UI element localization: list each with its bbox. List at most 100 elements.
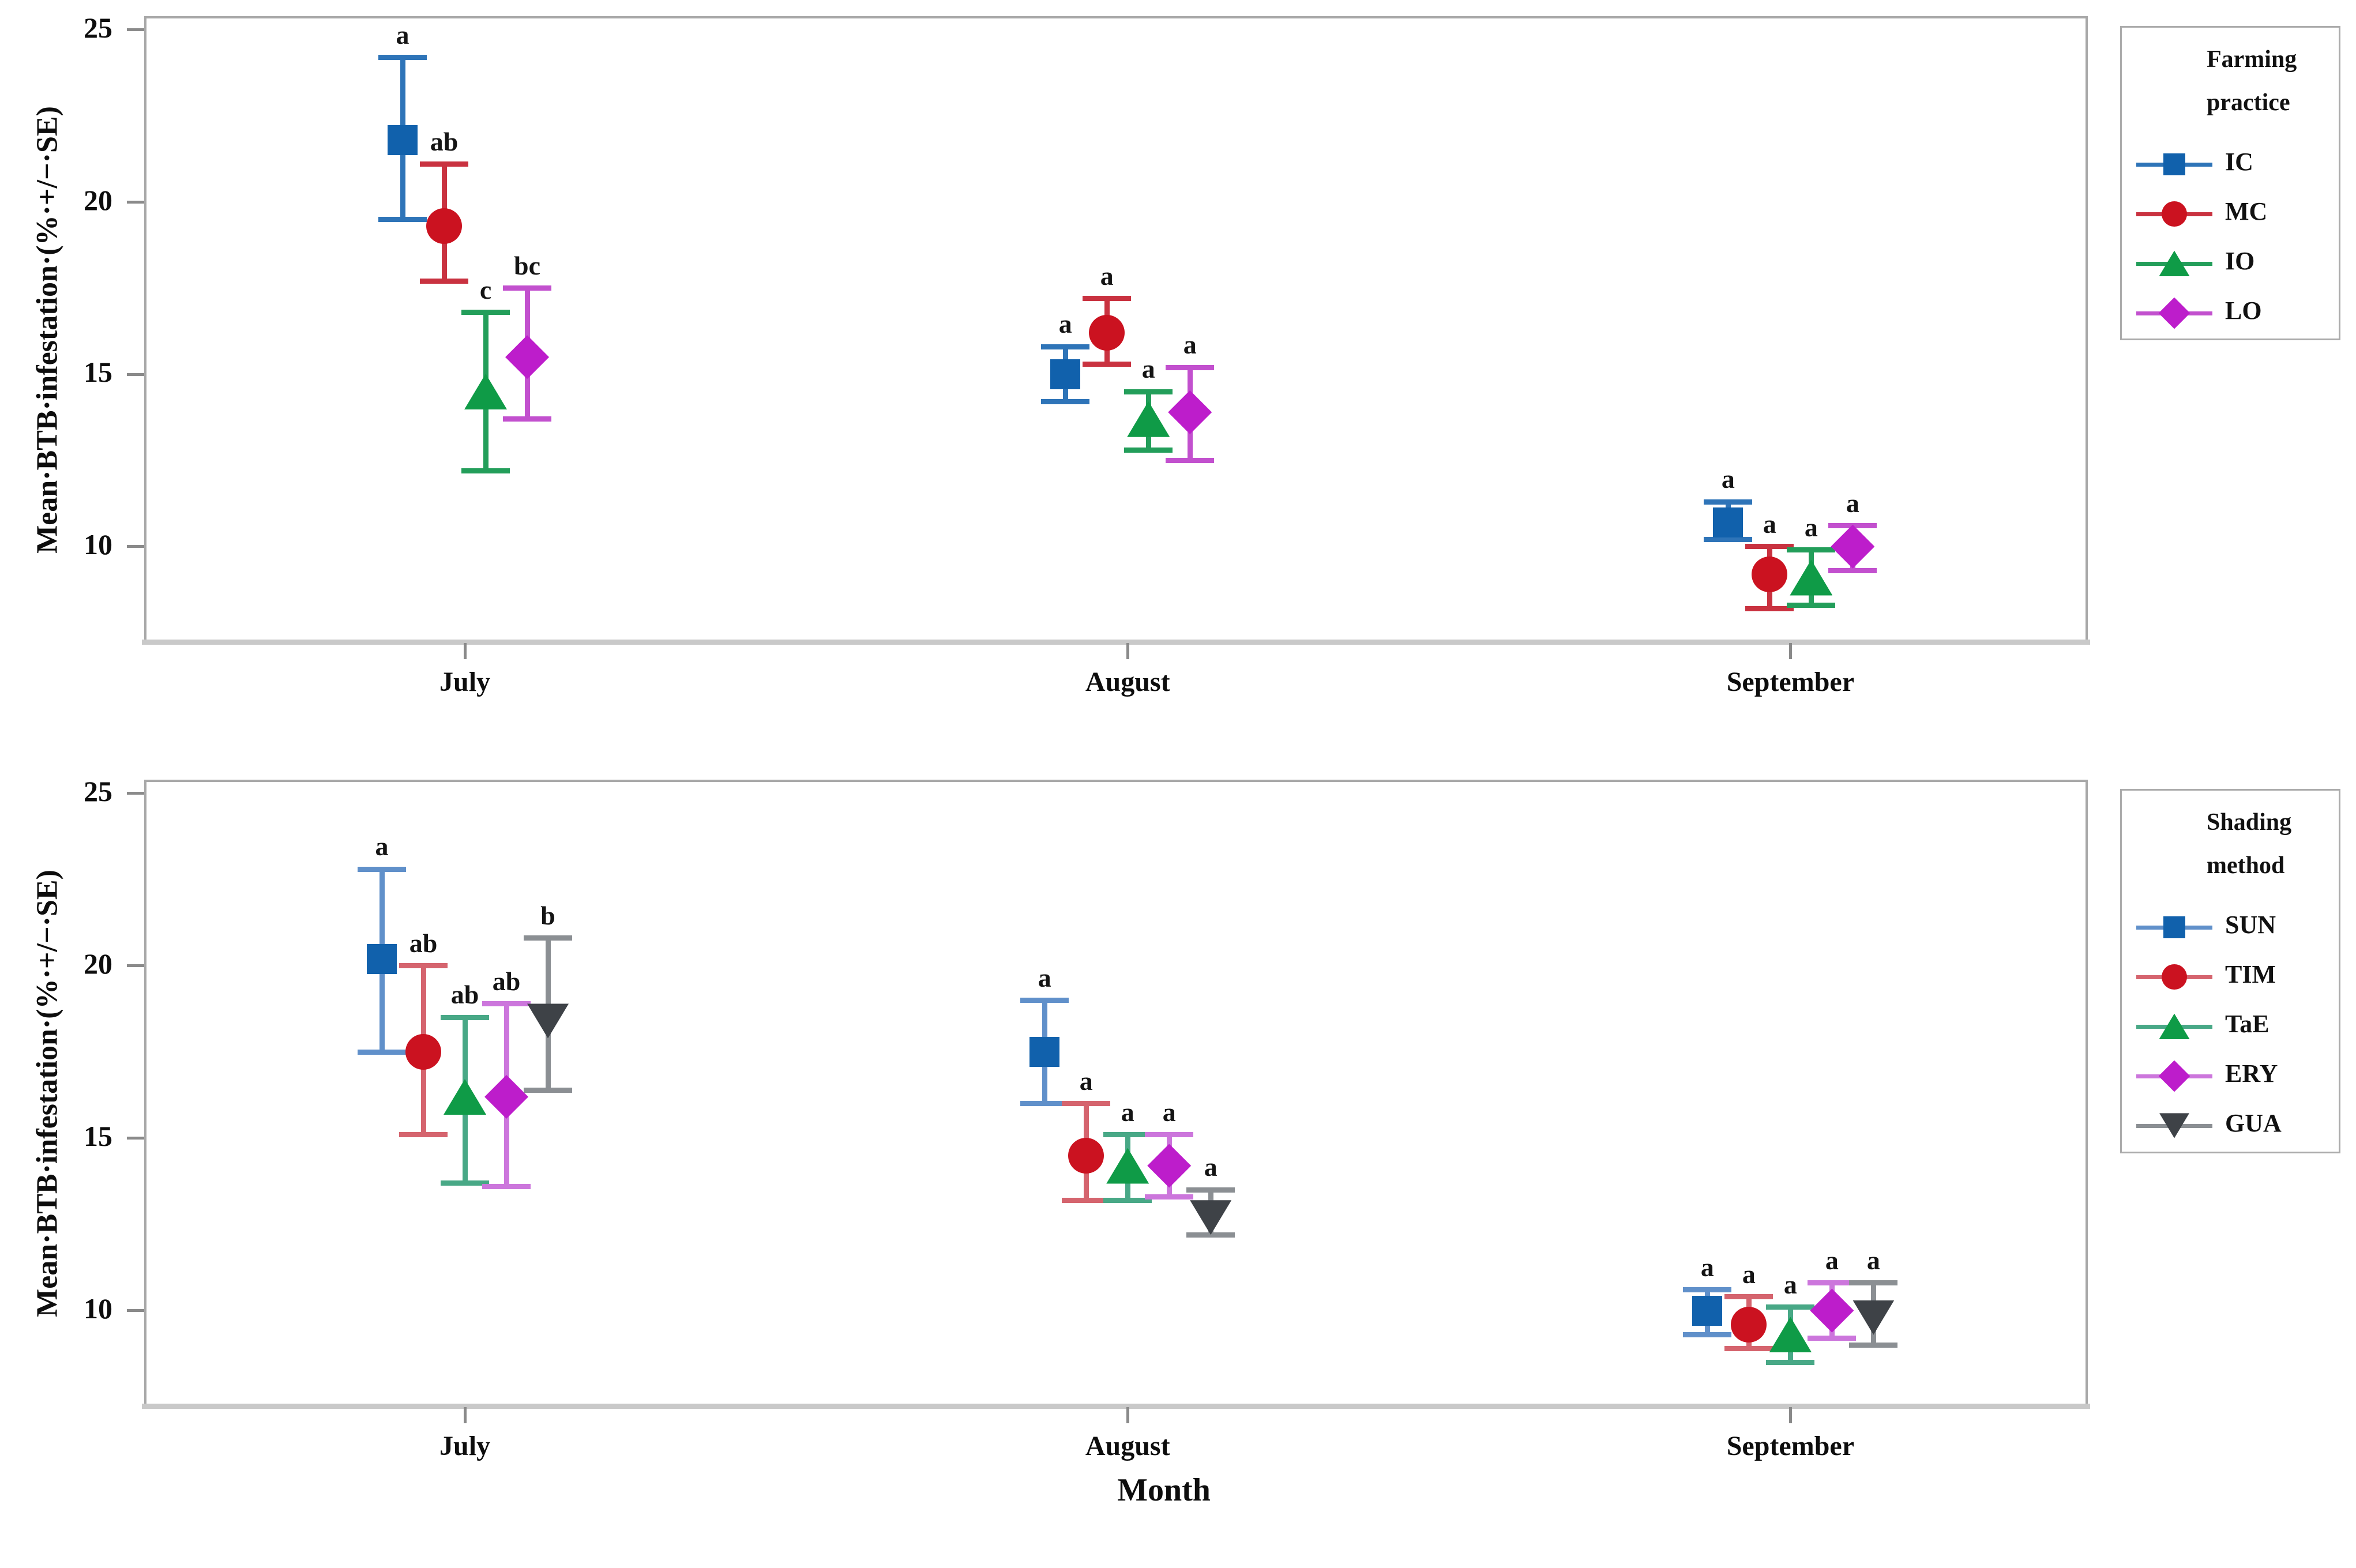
error-bar-cap-bottom (1041, 399, 1090, 405)
y-tick-label: 25 (84, 774, 112, 807)
x-tick (1126, 1407, 1129, 1423)
significance-letter: a (396, 20, 409, 50)
significance-letter: a (375, 832, 389, 862)
y-tick-label: 25 (84, 11, 112, 44)
significance-letter: a (1763, 509, 1776, 539)
error-bar-cap-top (358, 866, 407, 872)
legend-label-IC: IC (2225, 148, 2253, 176)
error-bar-cap-top (1103, 1132, 1152, 1138)
legend-title-line: practice (2207, 89, 2290, 116)
error-bar-cap-top (1062, 1101, 1111, 1107)
error-bar-cap-top (441, 1014, 490, 1020)
error-bar-cap-bottom (1020, 1101, 1069, 1107)
error-bar-cap-bottom (420, 279, 469, 284)
error-bar-cap-bottom (1787, 602, 1836, 608)
marker-circle-MC (1089, 315, 1125, 351)
marker-circle-TIM (405, 1034, 442, 1070)
y-axis-title: Mean·BTB·infestation·(%·+/−·SE) (31, 106, 64, 554)
significance-letter: a (1804, 512, 1818, 542)
y-tick (127, 964, 144, 968)
error-bar-cap-bottom (1808, 1335, 1857, 1341)
significance-letter: ab (430, 126, 459, 156)
significance-letter: a (1141, 354, 1155, 383)
x-tick-label: August (1085, 1431, 1170, 1461)
y-axis-title: Mean·BTB·infestation·(%·+/−·SE) (31, 870, 64, 1317)
x-tick (1788, 1407, 1792, 1423)
error-bar-cap-bottom (1145, 1194, 1194, 1199)
significance-letter: a (1742, 1259, 1756, 1289)
error-bar-cap-top (1083, 296, 1132, 302)
legend-label-ERY: ERY (2225, 1059, 2278, 1088)
y-tick (127, 373, 144, 376)
marker-square-IC (1713, 507, 1743, 537)
marker-square-IC (388, 125, 418, 155)
marker-circle-TIM (1068, 1137, 1104, 1174)
error-bar-cap-top (1766, 1304, 1815, 1310)
marker-circle-MC (426, 208, 463, 245)
significance-letter: b (540, 900, 555, 930)
legend-box-shading-method (2120, 789, 2340, 1153)
error-bar-cap-bottom (482, 1183, 531, 1189)
error-bar-cap-bottom (441, 1180, 490, 1186)
x-tick (1788, 643, 1792, 659)
y-tick-label: 15 (84, 1119, 112, 1152)
error-bar-cap-bottom (399, 1132, 448, 1138)
significance-letter: c (479, 275, 492, 304)
significance-letter: a (1721, 464, 1735, 494)
legend-marker-SUN (2163, 916, 2185, 938)
significance-letter: ab (492, 966, 521, 996)
significance-letter: a (1866, 1245, 1880, 1275)
error-bar-cap-top (1745, 544, 1794, 550)
x-axis-line (142, 1404, 2090, 1409)
marker-circle-TIM (1731, 1306, 1767, 1343)
significance-letter: a (1825, 1245, 1839, 1275)
error-bar-cap-top (1787, 547, 1836, 553)
error-bar-cap-top (399, 963, 448, 969)
legend-marker-IC (2163, 153, 2185, 175)
error-bar-cap-bottom (1062, 1197, 1111, 1203)
marker-square-SUN (1029, 1037, 1060, 1067)
legend-label-LO: LO (2225, 296, 2262, 325)
error-bar-cap-bottom (378, 216, 427, 222)
legend-marker-MC (2161, 201, 2188, 227)
error-bar-cap-bottom (1724, 1345, 1773, 1351)
significance-letter: ab (409, 928, 438, 958)
error-bar-cap-top (482, 1001, 531, 1007)
significance-letter: a (1846, 488, 1859, 518)
y-tick-label: 10 (84, 1292, 112, 1325)
legend-box-farming-practice (2120, 26, 2340, 340)
error-bar-cap-bottom (503, 416, 552, 422)
significance-letter: a (1183, 330, 1197, 360)
error-bar-cap-top (1166, 364, 1215, 370)
legend-title-line: Shading (2207, 809, 2292, 836)
error-bar-cap-bottom (358, 1049, 407, 1055)
error-bar-cap-bottom (1683, 1332, 1732, 1337)
error-bar-cap-bottom (1166, 457, 1215, 463)
x-tick (463, 1407, 467, 1423)
error-bar-cap-top (420, 161, 469, 167)
y-tick (127, 792, 144, 795)
significance-letter: a (1038, 962, 1051, 992)
y-tick (127, 201, 144, 204)
y-tick (127, 1309, 144, 1313)
significance-letter: a (1162, 1097, 1176, 1127)
legend-label-TaE: TaE (2225, 1010, 2269, 1038)
significance-letter: a (1783, 1269, 1797, 1299)
legend-title-line: Farming (2207, 46, 2297, 73)
legend-label-GUA: GUA (2225, 1109, 2282, 1137)
y-tick-label: 20 (84, 183, 112, 216)
x-axis-title: Month (1117, 1472, 1211, 1508)
error-bar-cap-top (1849, 1280, 1898, 1286)
error-bar-cap-bottom (1124, 448, 1173, 453)
error-bar-cap-top (1808, 1280, 1857, 1286)
error-bar-cap-bottom (1083, 361, 1132, 367)
error-bar-cap-bottom (1704, 537, 1753, 543)
marker-square-SUN (367, 943, 397, 974)
error-bar-cap-top (1041, 344, 1090, 349)
marker-square-SUN (1692, 1295, 1723, 1326)
error-bar-cap-top (1145, 1132, 1194, 1138)
x-tick-label: August (1085, 667, 1170, 697)
legend-label-TIM: TIM (2225, 960, 2276, 988)
error-bar-cap-top (1724, 1294, 1773, 1300)
